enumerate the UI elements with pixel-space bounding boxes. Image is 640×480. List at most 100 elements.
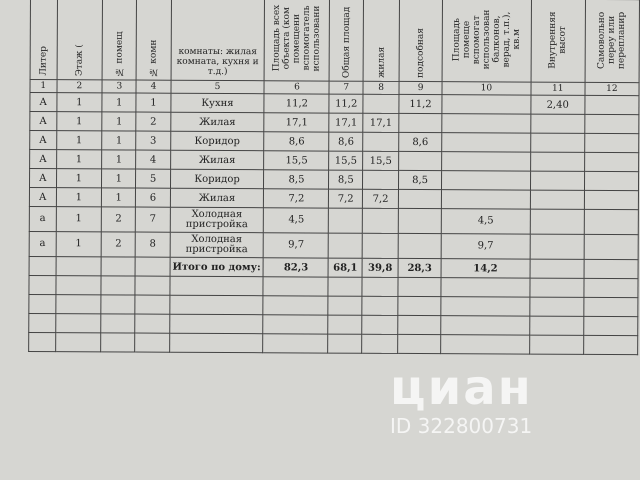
cell: 1 [56, 111, 103, 131]
cell [440, 277, 530, 298]
cell: 15,5 [329, 151, 363, 171]
cell: 7,2 [362, 189, 399, 209]
cell [328, 296, 363, 316]
header-cell: № помещ [102, 0, 137, 81]
cell: 1 [55, 187, 102, 207]
cell [529, 297, 584, 317]
cell: 1 [56, 149, 102, 169]
header-text: Площадь помеще вспомогат использован бал… [451, 9, 522, 70]
header-text: Площадь всех объекта (ком помещени вспом… [272, 5, 323, 72]
cell: Холодная пристройка [169, 207, 264, 233]
data-row: а 1 2 8 Холодная пристройка 9,7 9,7 [29, 231, 639, 260]
header-cell: № комн [136, 0, 172, 81]
cell: 1 [55, 206, 102, 232]
header-row: Литер Этаж (№ помещ № комн комнаты: жилая к… [30, 0, 640, 83]
cell [55, 256, 102, 276]
cell [441, 132, 531, 153]
cell [530, 114, 585, 134]
cell [135, 276, 170, 296]
cell [529, 259, 584, 279]
cell [584, 133, 639, 153]
header-cell: Площадь всех объекта (ком помещени вспом… [264, 0, 330, 82]
cell: 11,2 [264, 93, 330, 114]
column-number: 6 [264, 80, 330, 95]
cell [101, 275, 136, 296]
cell [28, 294, 56, 314]
column-number: 7 [329, 81, 364, 95]
cell [398, 208, 442, 234]
cell: 1 [101, 168, 136, 189]
cell [441, 151, 531, 172]
cell [440, 315, 530, 336]
cell: 7 [135, 207, 170, 233]
cell [328, 315, 362, 335]
cell: Коридор [170, 131, 265, 151]
watermark: циан ID 322800731 [390, 360, 533, 438]
cell [583, 316, 638, 336]
header-cell: Площадь помеще вспомогат использован бал… [442, 0, 532, 83]
cell: а [29, 231, 56, 257]
cell [328, 277, 363, 297]
cell [398, 151, 442, 171]
cell [328, 208, 363, 234]
cell: 15,5 [264, 150, 330, 171]
cell [397, 315, 441, 335]
cell [584, 152, 639, 172]
header-cell: Внутренняя высот [530, 0, 586, 83]
cell: Жилая [169, 188, 264, 208]
cell [530, 190, 585, 210]
header-cell: Общая площад [329, 0, 364, 82]
cell: 11,2 [329, 94, 364, 114]
cell [135, 257, 170, 277]
header-text: № комн [148, 39, 159, 77]
column-number: 8 [363, 81, 400, 95]
cell [397, 296, 441, 316]
cell [583, 259, 639, 279]
cell [28, 275, 56, 295]
cell [529, 278, 584, 298]
column-number: 12 [584, 82, 640, 96]
header-text: № помещ [114, 31, 125, 77]
cell: 4,5 [263, 207, 329, 234]
cell: 8,5 [398, 170, 442, 190]
cell: А [29, 187, 56, 207]
document-sheet: Литер Этаж (№ помещ № комн комнаты: жилая к… [28, 0, 640, 355]
cell: 2 [101, 231, 136, 258]
cell [263, 314, 329, 335]
header-text: Литер [38, 46, 49, 77]
cell [55, 332, 101, 352]
cell [440, 296, 530, 317]
cell: А [29, 111, 57, 131]
cell [441, 94, 531, 115]
cell [100, 332, 136, 353]
header-text: Этаж ( [74, 44, 85, 77]
cell [583, 297, 638, 317]
cell [398, 277, 442, 297]
cell [398, 233, 442, 259]
cell [362, 170, 399, 190]
cell: 1 [136, 93, 171, 113]
cell: 7,2 [263, 188, 329, 209]
area-table: Литер Этаж (№ помещ № комн комнаты: жилая к… [28, 0, 640, 355]
cell: а [29, 206, 56, 232]
cell: 8,5 [263, 169, 330, 190]
cell [328, 233, 363, 259]
cell [441, 189, 531, 210]
cell [398, 189, 442, 209]
cell: 1 [101, 111, 137, 132]
cell [100, 313, 136, 334]
cell [362, 277, 399, 297]
cell: 4,5 [441, 208, 531, 235]
cell: А [29, 130, 57, 150]
cell [169, 276, 264, 296]
cell [440, 334, 530, 355]
cell: 17,1 [362, 113, 399, 133]
watermark-id: ID 322800731 [390, 414, 533, 438]
cell: 82,3 [263, 257, 329, 278]
cell [441, 170, 531, 191]
cell [583, 335, 638, 355]
cell [530, 209, 585, 235]
cell [362, 132, 399, 152]
cell [135, 314, 170, 334]
